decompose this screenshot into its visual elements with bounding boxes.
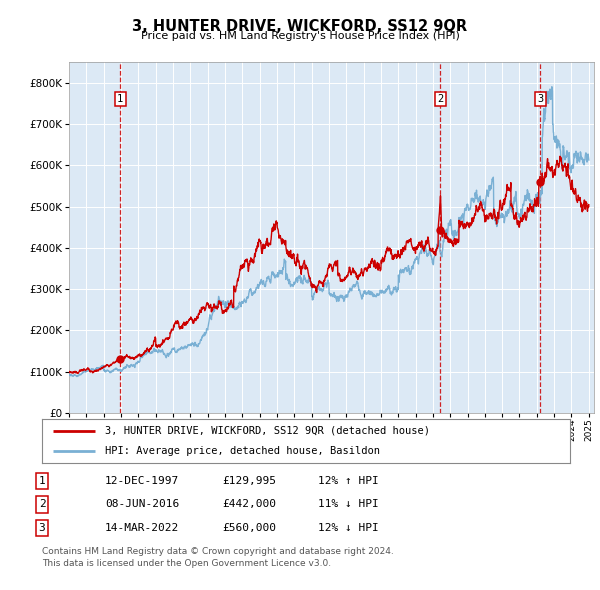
Text: Price paid vs. HM Land Registry's House Price Index (HPI): Price paid vs. HM Land Registry's House … xyxy=(140,31,460,41)
Text: 2: 2 xyxy=(437,94,443,104)
Text: 12% ↓ HPI: 12% ↓ HPI xyxy=(318,523,379,533)
Text: This data is licensed under the Open Government Licence v3.0.: This data is licensed under the Open Gov… xyxy=(42,559,331,568)
Text: 11% ↓ HPI: 11% ↓ HPI xyxy=(318,500,379,509)
Text: Contains HM Land Registry data © Crown copyright and database right 2024.: Contains HM Land Registry data © Crown c… xyxy=(42,547,394,556)
Text: 12-DEC-1997: 12-DEC-1997 xyxy=(105,476,179,486)
Text: 3: 3 xyxy=(537,94,544,104)
Text: 3, HUNTER DRIVE, WICKFORD, SS12 9QR: 3, HUNTER DRIVE, WICKFORD, SS12 9QR xyxy=(133,19,467,34)
Text: HPI: Average price, detached house, Basildon: HPI: Average price, detached house, Basi… xyxy=(106,446,380,456)
Text: 1: 1 xyxy=(38,476,46,486)
Text: 3: 3 xyxy=(38,523,46,533)
Text: £129,995: £129,995 xyxy=(222,476,276,486)
Text: 12% ↑ HPI: 12% ↑ HPI xyxy=(318,476,379,486)
Text: £442,000: £442,000 xyxy=(222,500,276,509)
Text: 3, HUNTER DRIVE, WICKFORD, SS12 9QR (detached house): 3, HUNTER DRIVE, WICKFORD, SS12 9QR (det… xyxy=(106,426,430,436)
Text: 14-MAR-2022: 14-MAR-2022 xyxy=(105,523,179,533)
Text: 08-JUN-2016: 08-JUN-2016 xyxy=(105,500,179,509)
Text: 1: 1 xyxy=(117,94,123,104)
Text: £560,000: £560,000 xyxy=(222,523,276,533)
Text: 2: 2 xyxy=(38,500,46,509)
